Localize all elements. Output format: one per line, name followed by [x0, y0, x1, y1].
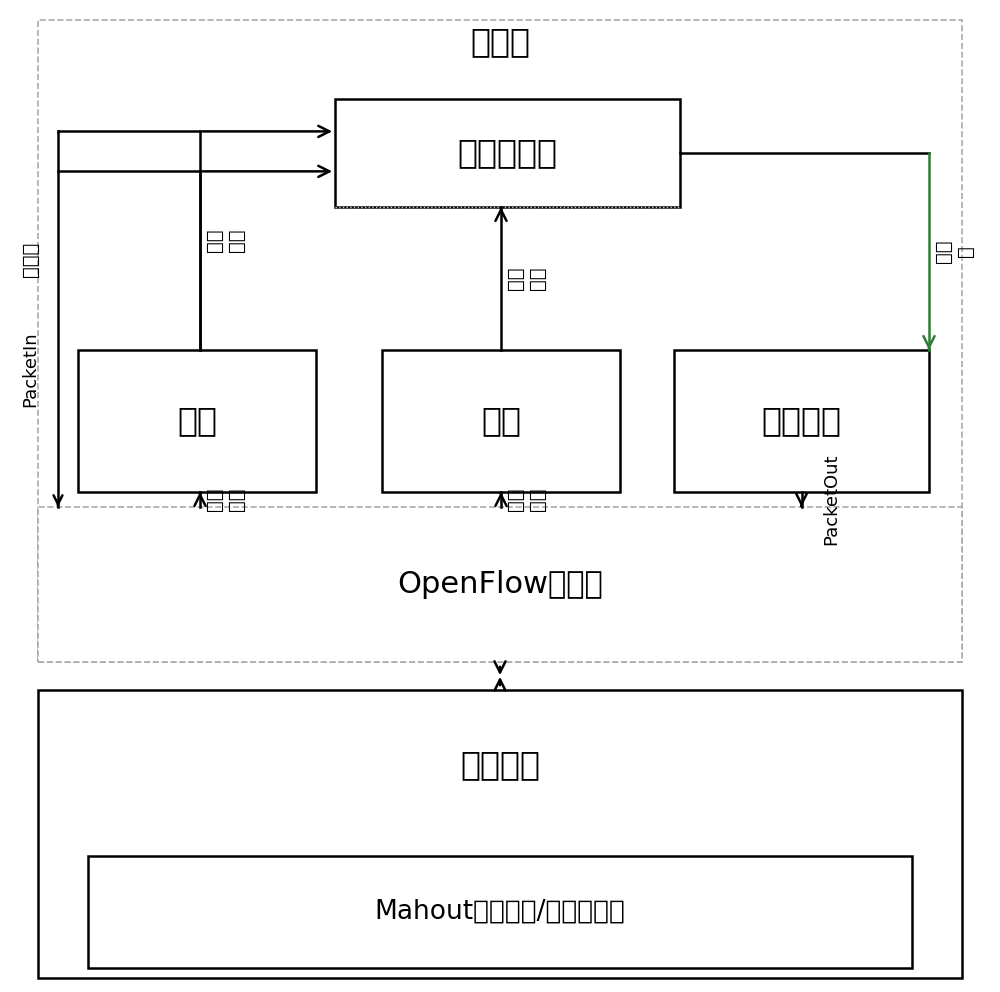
Text: 流路
径: 流路 径 — [933, 240, 974, 263]
Text: 拓扑: 拓扑 — [177, 405, 217, 437]
Bar — [335, 99, 680, 207]
Text: 拓扑
信息: 拓扑 信息 — [205, 488, 246, 511]
Text: PacketIn: PacketIn — [21, 331, 39, 407]
Bar — [38, 690, 962, 978]
Bar — [674, 350, 929, 492]
Text: Mahout方法发现/标记大象流: Mahout方法发现/标记大象流 — [375, 899, 625, 925]
Bar — [88, 856, 912, 968]
Bar — [382, 350, 620, 492]
Text: 拓扑
信息: 拓扑 信息 — [205, 229, 246, 252]
Text: 终端主机: 终端主机 — [460, 749, 540, 782]
Bar — [38, 507, 962, 662]
Text: 监测: 监测 — [481, 405, 521, 437]
Text: 流表安装: 流表安装 — [762, 405, 842, 437]
Text: 统计
信息: 统计 信息 — [506, 267, 546, 291]
Text: PacketOut: PacketOut — [823, 453, 841, 546]
Text: 控制器: 控制器 — [470, 26, 530, 59]
Text: OpenFlow交换机: OpenFlow交换机 — [397, 570, 603, 599]
Text: 流信息: 流信息 — [20, 242, 39, 277]
Text: 流路径计算: 流路径计算 — [458, 137, 558, 170]
Bar — [78, 350, 316, 492]
Text: 统计
信息: 统计 信息 — [506, 488, 546, 511]
Bar — [38, 20, 962, 662]
